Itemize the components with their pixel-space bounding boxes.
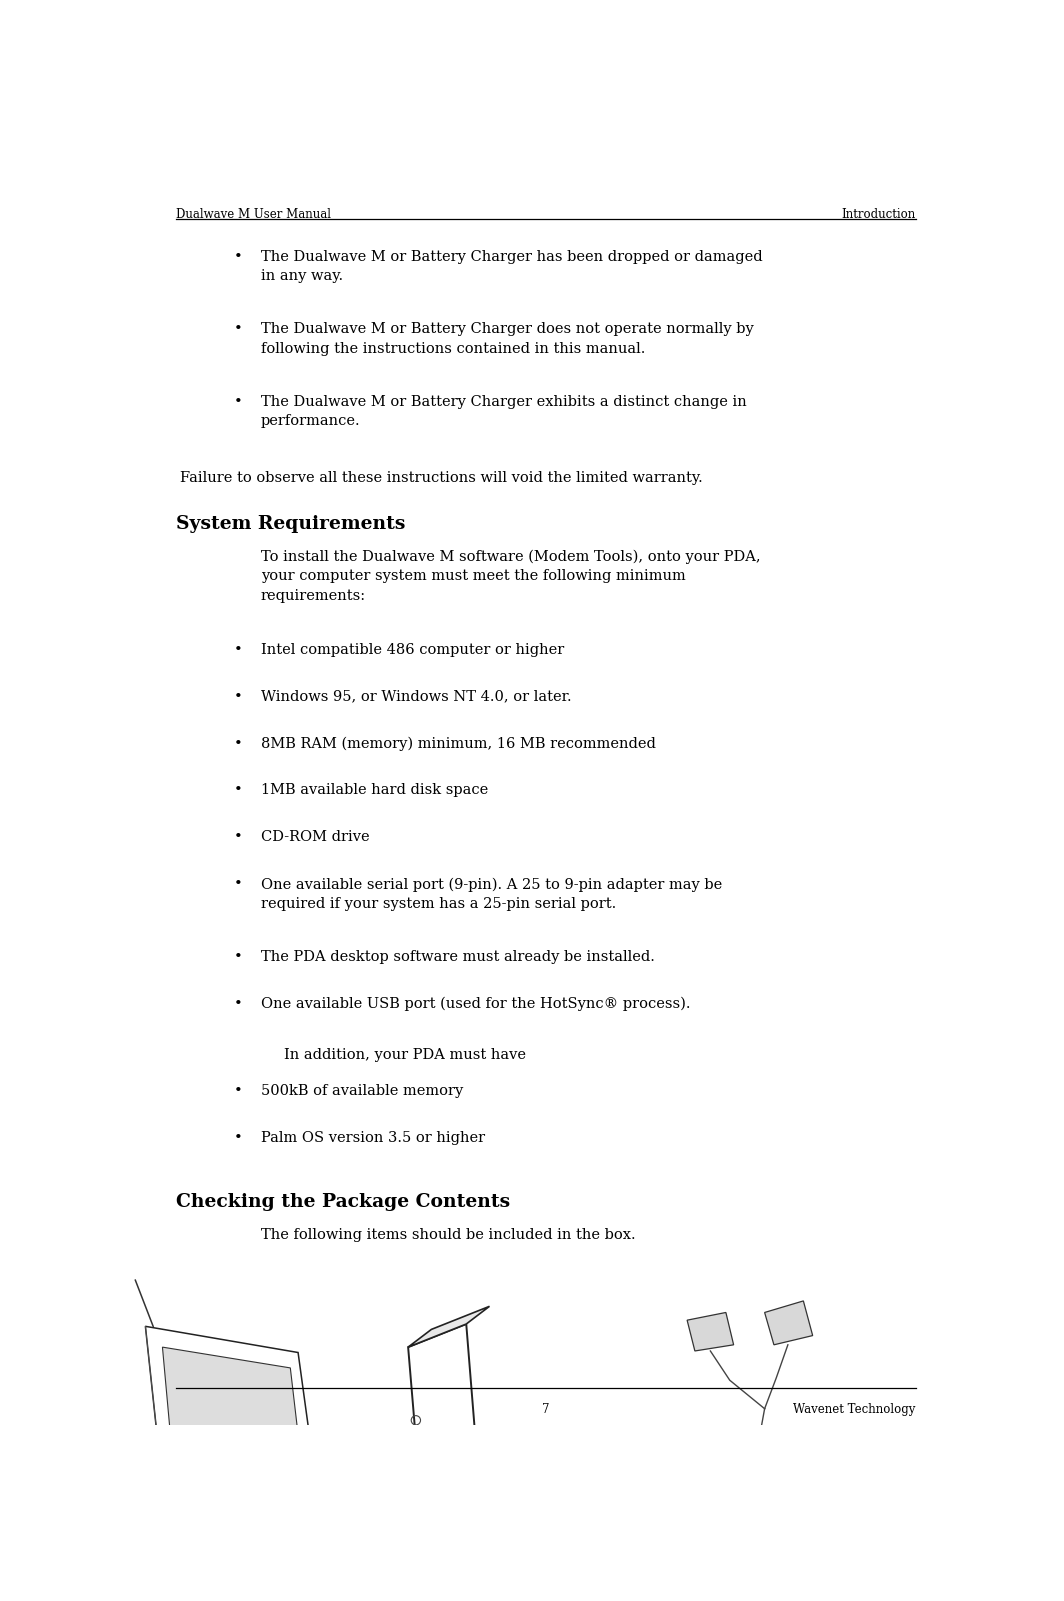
Text: •: • [234,322,243,336]
Text: •: • [234,783,243,797]
Text: 1MB available hard disk space: 1MB available hard disk space [261,783,488,797]
Polygon shape [174,1547,329,1593]
Text: Wavenet Technology: Wavenet Technology [794,1404,916,1417]
Polygon shape [544,1529,593,1571]
Text: •: • [234,736,243,751]
Text: •: • [234,1084,243,1098]
Text: The Dualwave M or Battery Charger has been dropped or damaged
in any way.: The Dualwave M or Battery Charger has be… [261,250,763,283]
Text: •: • [234,997,243,1010]
Text: Palm OS version 3.5 or higher: Palm OS version 3.5 or higher [261,1130,485,1145]
Text: System Requirements: System Requirements [176,516,405,533]
Text: Dualwave M User Manual: Dualwave M User Manual [176,208,331,221]
Text: Failure to observe all these instructions will void the limited warranty.: Failure to observe all these instruction… [180,471,702,485]
Text: •: • [234,877,243,892]
Text: The PDA desktop software must already be installed.: The PDA desktop software must already be… [261,949,654,964]
Text: •: • [234,394,243,408]
Text: The Dualwave M or Battery Charger exhibits a distinct change in
performance.: The Dualwave M or Battery Charger exhibi… [261,394,747,427]
Text: •: • [234,949,243,964]
Polygon shape [765,1302,813,1345]
Text: Windows 95, or Windows NT 4.0, or later.: Windows 95, or Windows NT 4.0, or later. [261,690,571,703]
Text: Intel compatible 486 computer or higher: Intel compatible 486 computer or higher [261,642,564,656]
Polygon shape [687,1313,733,1351]
Text: 7: 7 [542,1404,549,1417]
Text: One available USB port (used for the HotSync® process).: One available USB port (used for the Hot… [261,997,691,1012]
Text: •: • [234,831,243,844]
Text: 8MB RAM (memory) minimum, 16 MB recommended: 8MB RAM (memory) minimum, 16 MB recommen… [261,736,655,751]
Polygon shape [716,1511,763,1555]
Text: To install the Dualwave M software (Modem Tools), onto your PDA,
your computer s: To install the Dualwave M software (Mode… [261,549,761,604]
Text: The following items should be included in the box.: The following items should be included i… [261,1228,635,1242]
Text: 500kB of available memory: 500kB of available memory [261,1084,463,1098]
Text: Checking the Package Contents: Checking the Package Contents [176,1193,510,1210]
Text: One available serial port (9-pin). A 25 to 9-pin adapter may be
required if your: One available serial port (9-pin). A 25 … [261,877,722,911]
Text: •: • [234,690,243,703]
Text: The Dualwave M or Battery Charger does not operate normally by
following the ins: The Dualwave M or Battery Charger does n… [261,322,753,355]
Polygon shape [163,1346,312,1561]
Text: •: • [234,250,243,264]
Text: •: • [234,1130,243,1145]
Text: •: • [234,642,243,656]
Polygon shape [409,1306,489,1346]
Text: CD-ROM drive: CD-ROM drive [261,831,369,844]
Text: Introduction: Introduction [842,208,916,221]
Text: In addition, your PDA must have: In addition, your PDA must have [284,1047,526,1061]
